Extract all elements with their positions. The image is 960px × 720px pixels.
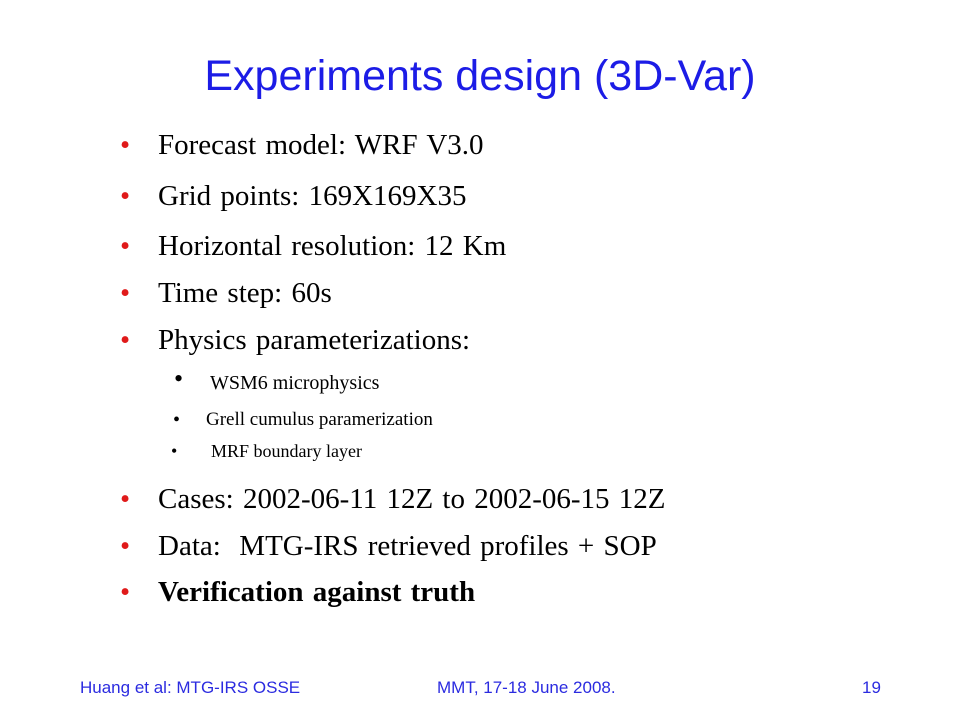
bullet-marker: •	[173, 409, 181, 431]
bullet-text: Horizontal resolution: 12 Km	[158, 230, 507, 262]
bullet-marker: •	[120, 576, 131, 608]
bullet-text: Data: MTG-IRS retrieved profiles + SOP	[158, 530, 657, 562]
bullet-text: Verification against truth	[158, 576, 476, 608]
bullet-marker: •	[120, 277, 131, 309]
sub-bullet-grell: • Grell cumulus paramerization	[173, 408, 433, 432]
footer-event: MMT, 17-18 June 2008.	[437, 678, 616, 697]
sub-bullet-mrf: • MRF boundary layer	[171, 439, 362, 463]
bullet-verification: • Verification against truth	[120, 575, 476, 609]
bullet-text: Cases: 2002-06-11 12Z to 2002-06-15 12Z	[158, 483, 666, 515]
bullet-text: WSM6 microphysics	[210, 372, 380, 394]
bullet-text: Forecast model: WRF V3.0	[158, 129, 484, 161]
page-number: 19	[862, 678, 881, 697]
bullet-forecast-model: • Forecast model: WRF V3.0	[120, 128, 484, 162]
bullet-text: Time step: 60s	[158, 277, 332, 309]
bullet-marker: •	[174, 364, 184, 393]
bullet-marker: •	[120, 129, 131, 161]
bullet-text: MRF boundary layer	[211, 441, 362, 461]
bullet-marker: •	[120, 483, 131, 515]
bullet-physics-parameterizations: • Physics parameterizations:	[120, 323, 471, 357]
bullet-marker: •	[120, 180, 131, 212]
bullet-marker: •	[120, 530, 131, 562]
sub-bullet-wsm6: • WSM6 microphysics	[174, 366, 380, 395]
bullet-horizontal-resolution: • Horizontal resolution: 12 Km	[120, 229, 507, 263]
slide-title: Experiments design (3D-Var)	[204, 52, 756, 100]
bullet-text: Grell cumulus paramerization	[206, 409, 433, 430]
bullet-time-step: • Time step: 60s	[120, 276, 332, 310]
bullet-marker: •	[171, 441, 178, 461]
bullet-grid-points: • Grid points: 169X169X35	[120, 179, 467, 213]
bullet-text: Grid points: 169X169X35	[158, 180, 467, 212]
bullet-text: Physics parameterizations:	[158, 324, 471, 356]
bullet-marker: •	[120, 324, 131, 356]
footer-author: Huang et al: MTG-IRS OSSE	[80, 678, 301, 697]
bullet-cases: • Cases: 2002-06-11 12Z to 2002-06-15 12…	[120, 482, 666, 516]
bullet-marker: •	[120, 230, 131, 262]
bullet-data: • Data: MTG-IRS retrieved profiles + SOP	[120, 529, 657, 563]
